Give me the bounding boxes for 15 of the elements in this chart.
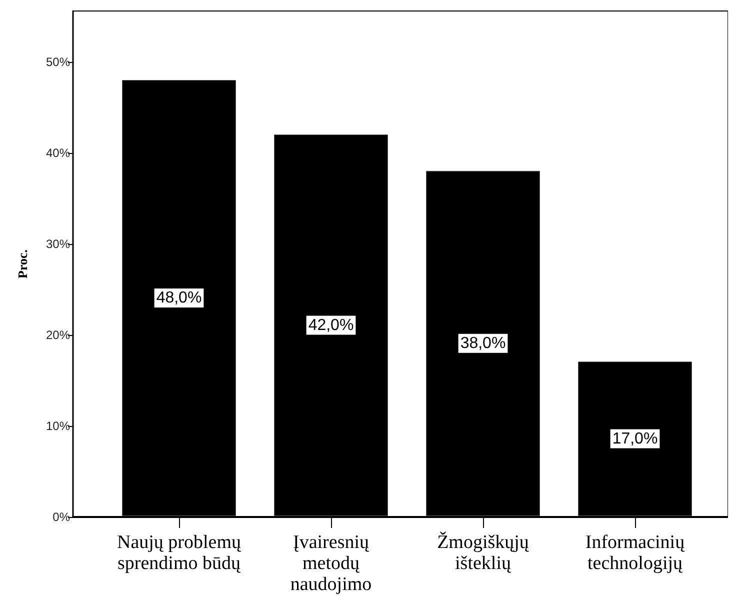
y-tick-label: 50% (46, 54, 70, 69)
x-tick-label: Naujų problemų sprendimo būdų (116, 532, 242, 574)
y-tick-label: 20% (46, 328, 70, 342)
data-label: 48,0% (156, 290, 202, 307)
x-tick-label: Žmogiškųjų išteklių (437, 531, 530, 574)
data-label: 42,0% (308, 316, 354, 334)
data-label: 38,0% (460, 334, 506, 352)
y-tick-label: 40% (46, 146, 70, 160)
x-tick-label: Informacinių technologijų (585, 532, 686, 574)
y-axis-title: Proc. (15, 250, 30, 278)
y-tick-label: 30% (46, 236, 70, 251)
x-tick-label: Įvairesnių metodų naudojimo (290, 532, 372, 595)
data-label: 17,0% (612, 430, 658, 448)
y-tick-label: 0% (52, 510, 70, 524)
y-tick-label: 10% (46, 418, 70, 433)
